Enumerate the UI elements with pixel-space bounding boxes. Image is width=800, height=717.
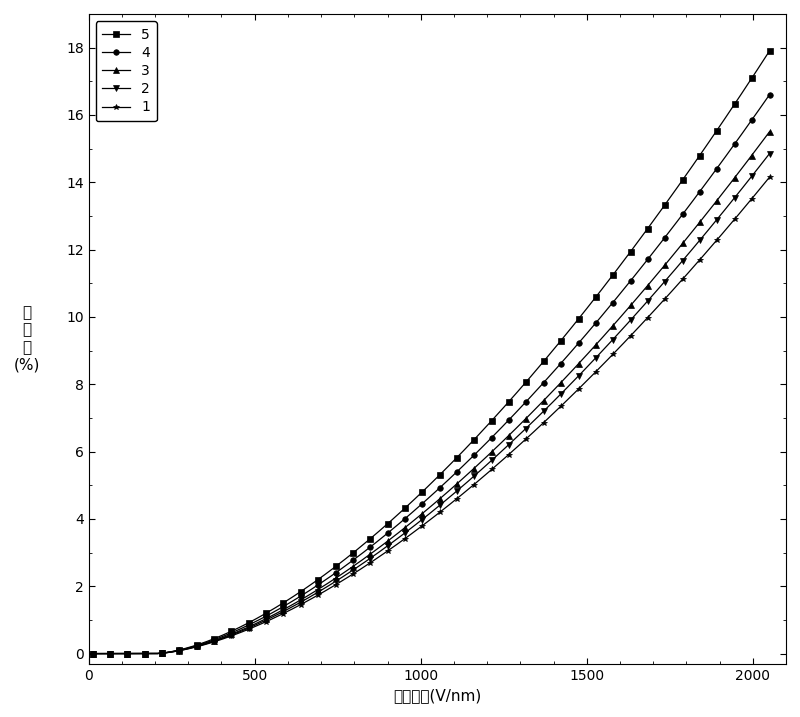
4	[497, 423, 506, 432]
5	[497, 405, 506, 414]
3	[518, 418, 527, 427]
5	[126, 650, 135, 658]
4	[765, 90, 774, 99]
2	[497, 447, 506, 455]
1	[479, 472, 489, 480]
2	[84, 650, 94, 658]
4	[84, 650, 94, 658]
3	[84, 650, 94, 658]
1	[600, 358, 610, 366]
2	[600, 343, 610, 352]
Line: 4: 4	[86, 92, 772, 656]
5	[765, 47, 774, 55]
3	[765, 128, 774, 136]
Line: 2: 2	[86, 151, 772, 656]
1	[670, 283, 680, 292]
2	[670, 265, 680, 274]
3	[670, 249, 680, 257]
5	[518, 382, 527, 391]
X-axis label: 电场强度(V/nm): 电场强度(V/nm)	[394, 688, 482, 703]
2	[518, 427, 527, 436]
Line: 1: 1	[86, 174, 772, 656]
1	[765, 173, 774, 181]
1	[497, 456, 506, 465]
3	[600, 331, 610, 339]
3	[126, 650, 135, 658]
4	[126, 650, 135, 658]
4	[670, 220, 680, 229]
2	[765, 149, 774, 158]
1	[126, 650, 135, 658]
5	[84, 650, 94, 658]
4	[518, 402, 527, 410]
Y-axis label: 调
谐
率
(%): 调 谐 率 (%)	[14, 305, 40, 372]
5	[600, 281, 610, 290]
Line: 3: 3	[86, 129, 772, 656]
4	[600, 308, 610, 316]
2	[126, 650, 135, 658]
3	[497, 438, 506, 447]
4	[479, 441, 489, 450]
Legend: 5, 4, 3, 2, 1: 5, 4, 3, 2, 1	[95, 21, 157, 121]
1	[84, 650, 94, 658]
1	[518, 438, 527, 447]
2	[479, 463, 489, 472]
3	[479, 455, 489, 463]
5	[479, 424, 489, 433]
5	[670, 186, 680, 195]
Line: 5: 5	[86, 48, 772, 656]
